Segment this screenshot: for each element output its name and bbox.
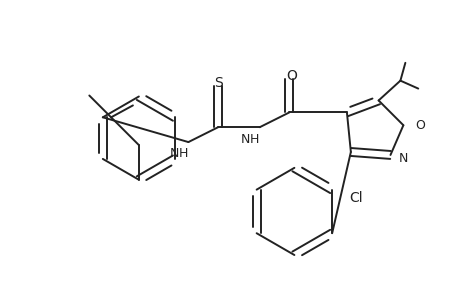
Text: O: O [414,119,424,132]
Text: Cl: Cl [348,190,362,205]
Text: S: S [213,76,222,90]
Text: N: N [169,148,179,160]
Text: O: O [285,69,296,83]
Text: N: N [241,133,250,146]
Text: H: H [250,133,259,146]
Text: N: N [397,152,407,165]
Text: H: H [179,148,188,160]
